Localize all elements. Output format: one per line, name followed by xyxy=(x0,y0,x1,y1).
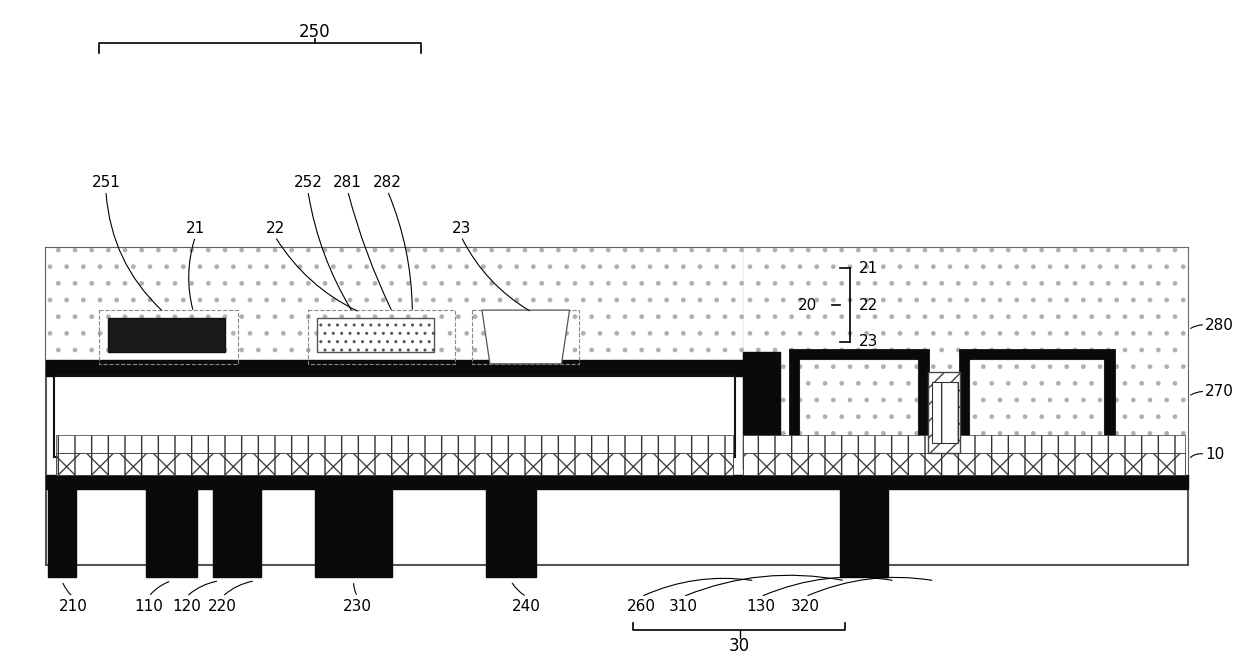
Text: 240: 240 xyxy=(512,599,541,614)
Text: 252: 252 xyxy=(294,175,322,190)
Text: 320: 320 xyxy=(790,599,820,614)
Text: 20: 20 xyxy=(798,298,818,313)
Text: 23: 23 xyxy=(859,334,878,349)
Text: 260: 260 xyxy=(627,599,655,614)
Text: 120: 120 xyxy=(172,599,201,614)
Text: 22: 22 xyxy=(859,298,878,313)
Bar xyxy=(742,249,1188,487)
Bar xyxy=(742,475,1188,489)
Bar xyxy=(48,489,76,577)
Text: 230: 230 xyxy=(343,599,372,614)
Bar xyxy=(928,372,959,453)
Text: 21: 21 xyxy=(859,261,878,276)
Bar xyxy=(959,350,1114,469)
Bar xyxy=(486,489,535,577)
Bar xyxy=(742,352,781,469)
Bar xyxy=(56,453,732,475)
Bar xyxy=(315,489,393,577)
Text: 110: 110 xyxy=(134,599,164,614)
Bar xyxy=(472,310,580,364)
Bar xyxy=(800,360,918,459)
Bar xyxy=(46,360,742,376)
Text: 270: 270 xyxy=(1206,384,1234,399)
Polygon shape xyxy=(482,310,570,364)
Bar xyxy=(742,436,1186,453)
Text: 280: 280 xyxy=(1206,318,1234,333)
Text: 282: 282 xyxy=(373,175,401,190)
Text: 210: 210 xyxy=(58,599,88,614)
Text: 22: 22 xyxy=(265,221,285,236)
Text: 251: 251 xyxy=(92,175,120,190)
Bar xyxy=(46,475,742,489)
Text: 23: 23 xyxy=(451,221,471,236)
Bar xyxy=(56,453,732,475)
Bar xyxy=(146,489,197,577)
Bar xyxy=(99,310,238,364)
Text: 220: 220 xyxy=(208,599,237,614)
Bar xyxy=(742,453,1186,475)
Bar xyxy=(55,376,735,457)
Text: 130: 130 xyxy=(746,599,776,614)
Bar xyxy=(317,318,434,352)
Text: 30: 30 xyxy=(729,637,751,656)
Bar xyxy=(840,489,888,577)
Bar xyxy=(46,249,1188,370)
Bar xyxy=(108,318,225,352)
Bar xyxy=(56,436,732,453)
Bar xyxy=(307,310,455,364)
Text: 10: 10 xyxy=(1206,447,1224,462)
Bar xyxy=(213,489,261,577)
Text: 21: 21 xyxy=(186,221,204,236)
Text: 310: 310 xyxy=(669,599,698,614)
Text: 250: 250 xyxy=(299,23,331,40)
Text: 281: 281 xyxy=(333,175,362,190)
Bar xyxy=(969,360,1104,459)
Bar xyxy=(932,382,958,444)
Bar xyxy=(742,453,1186,475)
Bar xyxy=(46,249,1188,565)
Bar xyxy=(790,350,928,469)
